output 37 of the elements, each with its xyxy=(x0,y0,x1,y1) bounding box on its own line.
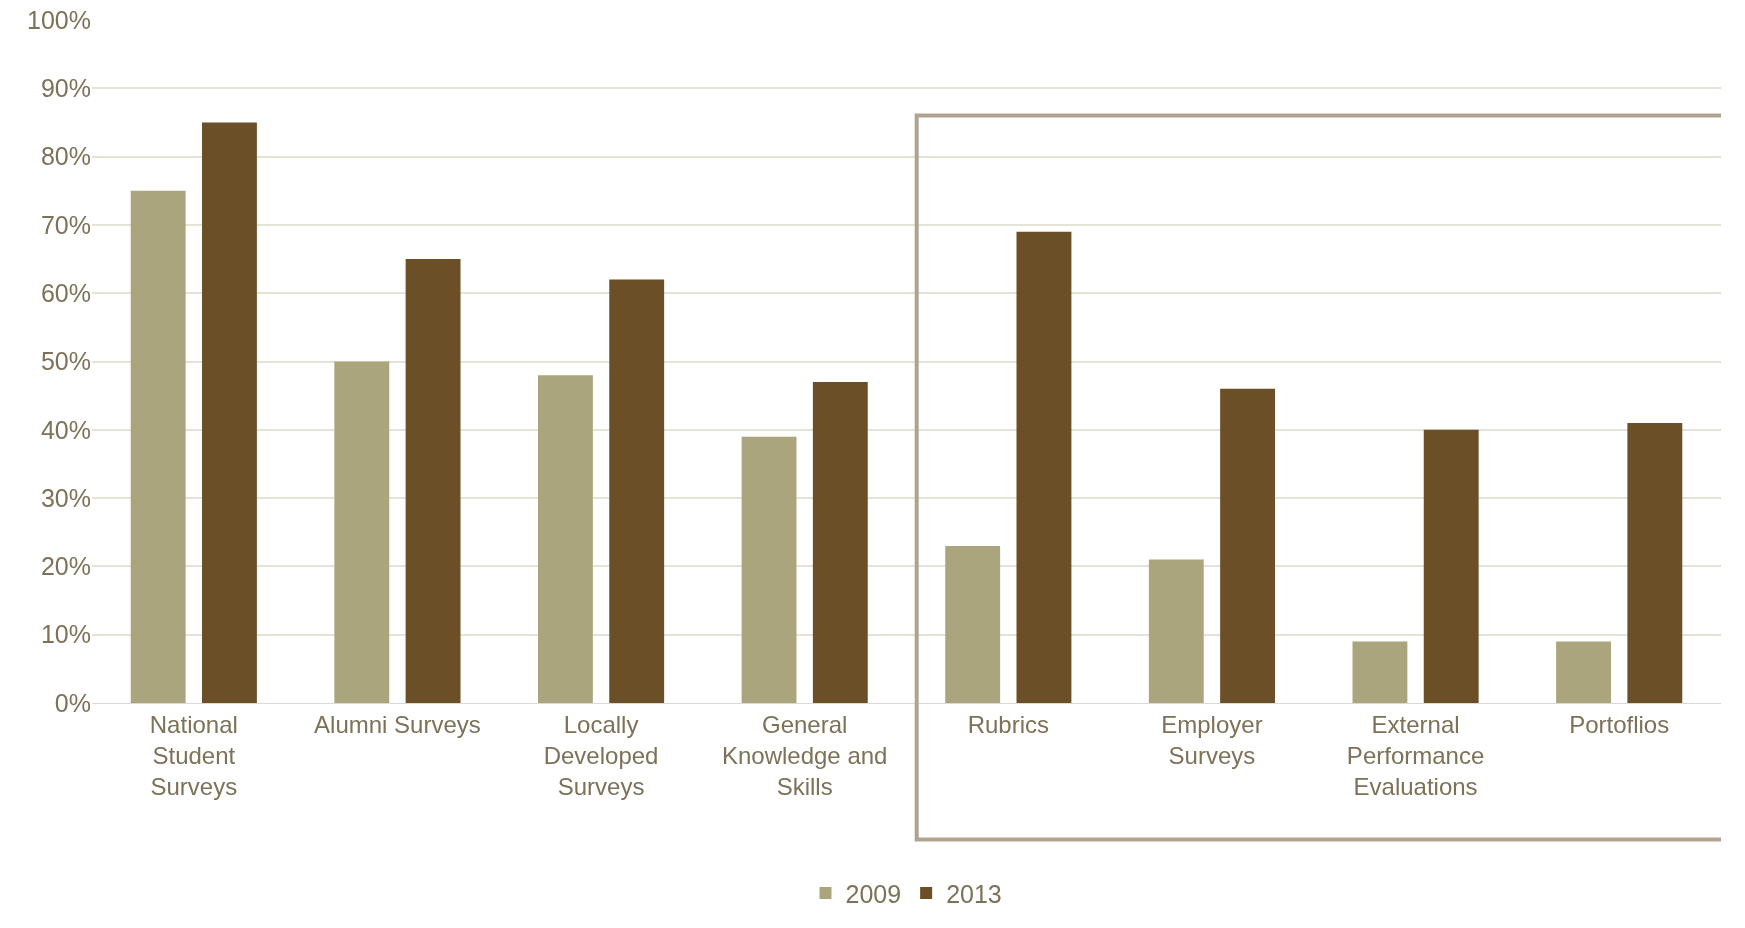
bar xyxy=(741,436,797,703)
y-tick-label: 100% xyxy=(27,5,91,34)
x-tick-label: Rubrics xyxy=(967,710,1049,738)
legend-label: 2009 xyxy=(845,879,902,908)
y-tick-label: 0% xyxy=(54,688,91,717)
bar xyxy=(1423,429,1479,703)
bar xyxy=(130,190,186,703)
x-tick-label: General Knowledge and Skills xyxy=(721,710,888,801)
x-tick-label: Locally Developed Surveys xyxy=(543,710,659,801)
y-tick-label: 10% xyxy=(40,620,91,649)
bar xyxy=(1627,422,1683,703)
x-tick-label: Employer Surveys xyxy=(1161,710,1263,769)
bar xyxy=(1148,559,1204,703)
x-tick-label: Portoflios xyxy=(1569,710,1670,738)
y-tick-label: 70% xyxy=(40,210,91,239)
bar xyxy=(1220,388,1276,703)
y-tick-label: 40% xyxy=(40,415,91,444)
bar xyxy=(405,259,461,703)
x-tick-label: Alumni Surveys xyxy=(314,710,481,738)
bar xyxy=(609,279,665,703)
x-tick-label: External Performance Evaluations xyxy=(1346,710,1485,801)
y-tick-label: 30% xyxy=(40,483,91,512)
y-tick-label: 20% xyxy=(40,552,91,581)
y-tick-label: 60% xyxy=(40,278,91,307)
legend-label: 2013 xyxy=(946,879,1002,908)
bar xyxy=(1352,641,1408,703)
y-tick-label: 90% xyxy=(40,74,91,103)
bar xyxy=(812,381,868,703)
x-tick-label: National Student Surveys xyxy=(149,710,238,801)
y-tick-label: 80% xyxy=(40,142,91,171)
bar xyxy=(334,361,390,703)
bar xyxy=(537,375,593,703)
bar xyxy=(1016,231,1072,703)
bar xyxy=(1556,641,1611,703)
bar xyxy=(945,545,1001,703)
y-tick-label: 50% xyxy=(40,347,91,376)
bar xyxy=(202,122,257,703)
